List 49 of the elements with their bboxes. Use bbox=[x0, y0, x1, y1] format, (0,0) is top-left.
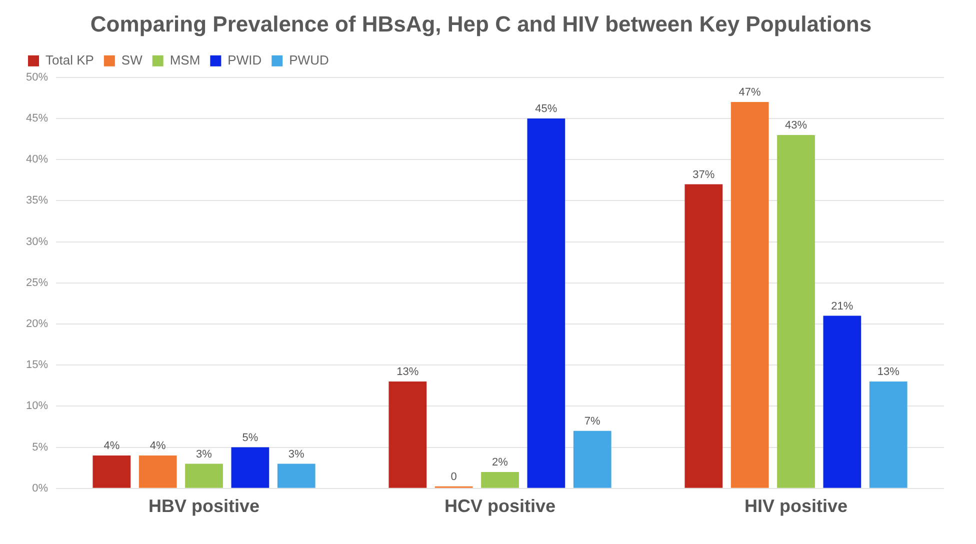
data-label: 4% bbox=[150, 440, 166, 452]
data-label: 4% bbox=[104, 440, 120, 452]
data-label: 2% bbox=[492, 456, 508, 468]
y-tick-label: 35% bbox=[26, 194, 48, 207]
x-tick-label: HBV positive bbox=[148, 496, 260, 516]
bar bbox=[869, 382, 908, 488]
data-label: 37% bbox=[692, 168, 715, 181]
legend-label: Total KP bbox=[46, 52, 94, 68]
bar bbox=[92, 456, 131, 488]
x-tick-label: HCV positive bbox=[444, 496, 556, 516]
data-label: 43% bbox=[784, 119, 808, 132]
bar bbox=[138, 456, 177, 488]
data-label: 3% bbox=[288, 448, 305, 460]
data-label: 3% bbox=[196, 448, 212, 460]
y-tick-label: 15% bbox=[26, 359, 48, 372]
y-tick-label: 30% bbox=[26, 236, 48, 248]
bar bbox=[277, 464, 316, 488]
x-tick-label: HIV positive bbox=[744, 496, 848, 516]
data-label: 13% bbox=[396, 366, 419, 378]
bar bbox=[573, 430, 612, 488]
y-tick-label: 50% bbox=[26, 71, 48, 84]
data-label: 7% bbox=[584, 415, 601, 428]
bar bbox=[777, 134, 815, 488]
y-tick-label: 40% bbox=[26, 154, 48, 166]
y-tick-label: 5% bbox=[32, 441, 48, 454]
legend-label: PWUD bbox=[289, 52, 329, 68]
legend-label: SW bbox=[121, 52, 144, 68]
bar bbox=[823, 316, 862, 488]
data-label: 5% bbox=[242, 432, 258, 444]
data-label: 0 bbox=[450, 470, 457, 483]
data-label: 45% bbox=[535, 103, 558, 116]
chart-title: Comparing Prevalence of HBsAg, Hep C and HIV between Key Populations bbox=[90, 11, 872, 36]
bar bbox=[527, 118, 566, 488]
bar bbox=[231, 447, 270, 488]
data-label: 47% bbox=[738, 86, 762, 99]
bar bbox=[185, 464, 223, 488]
bar bbox=[481, 472, 519, 488]
y-tick-label: 25% bbox=[26, 276, 48, 289]
y-tick-label: 45% bbox=[26, 112, 48, 125]
bar bbox=[730, 102, 769, 488]
y-tick-label: 10% bbox=[26, 400, 48, 412]
legend-label: MSM bbox=[170, 52, 200, 68]
y-tick-label: 20% bbox=[26, 318, 48, 330]
bar bbox=[684, 184, 723, 488]
data-label: 21% bbox=[831, 300, 854, 312]
bar bbox=[388, 382, 427, 488]
legend-label: PWID bbox=[228, 52, 262, 68]
y-tick-label: 0% bbox=[32, 482, 48, 494]
data-label: 13% bbox=[877, 366, 900, 378]
